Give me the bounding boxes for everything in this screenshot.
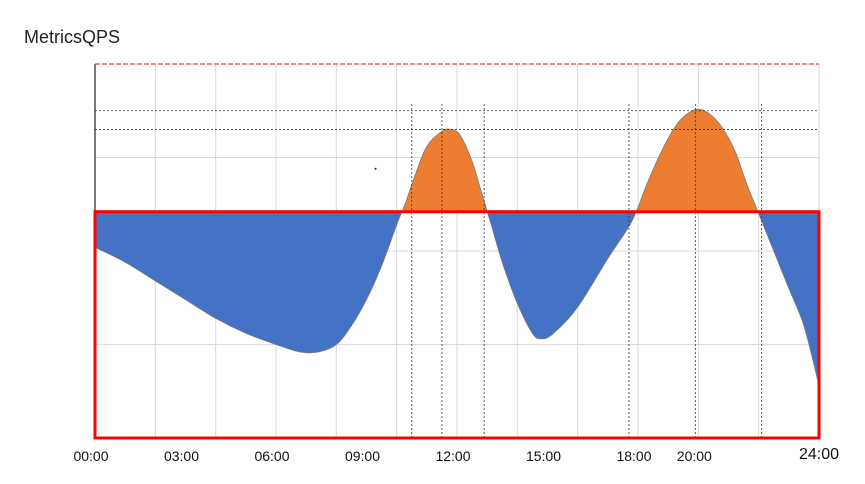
area-fills <box>94 108 820 386</box>
x-tick-label: 09:00 <box>345 448 380 464</box>
chart-title: MetricsQPS <box>24 27 121 47</box>
x-tick-label: 06:00 <box>254 448 289 464</box>
x-tick-label: 18:00 <box>616 448 651 464</box>
threshold-box-group <box>93 210 821 440</box>
x-tick-label: 24:00 <box>799 446 839 463</box>
point-marker <box>374 167 377 170</box>
x-tick-label: 00:00 <box>73 448 108 464</box>
guide-lines <box>95 104 819 438</box>
area-below-threshold <box>95 211 819 386</box>
x-tick-label: 20:00 <box>677 448 712 464</box>
series-line <box>94 108 820 386</box>
area-above-threshold <box>401 109 758 212</box>
x-tick-label: 12:00 <box>435 448 470 464</box>
x-tick-label: 15:00 <box>526 448 561 464</box>
x-tick-labels: 00:00 03:00 06:00 09:00 12:00 15:00 18:00 20:00… <box>73 446 839 464</box>
x-tick-label: 03:00 <box>164 448 199 464</box>
threshold-box <box>93 210 821 440</box>
